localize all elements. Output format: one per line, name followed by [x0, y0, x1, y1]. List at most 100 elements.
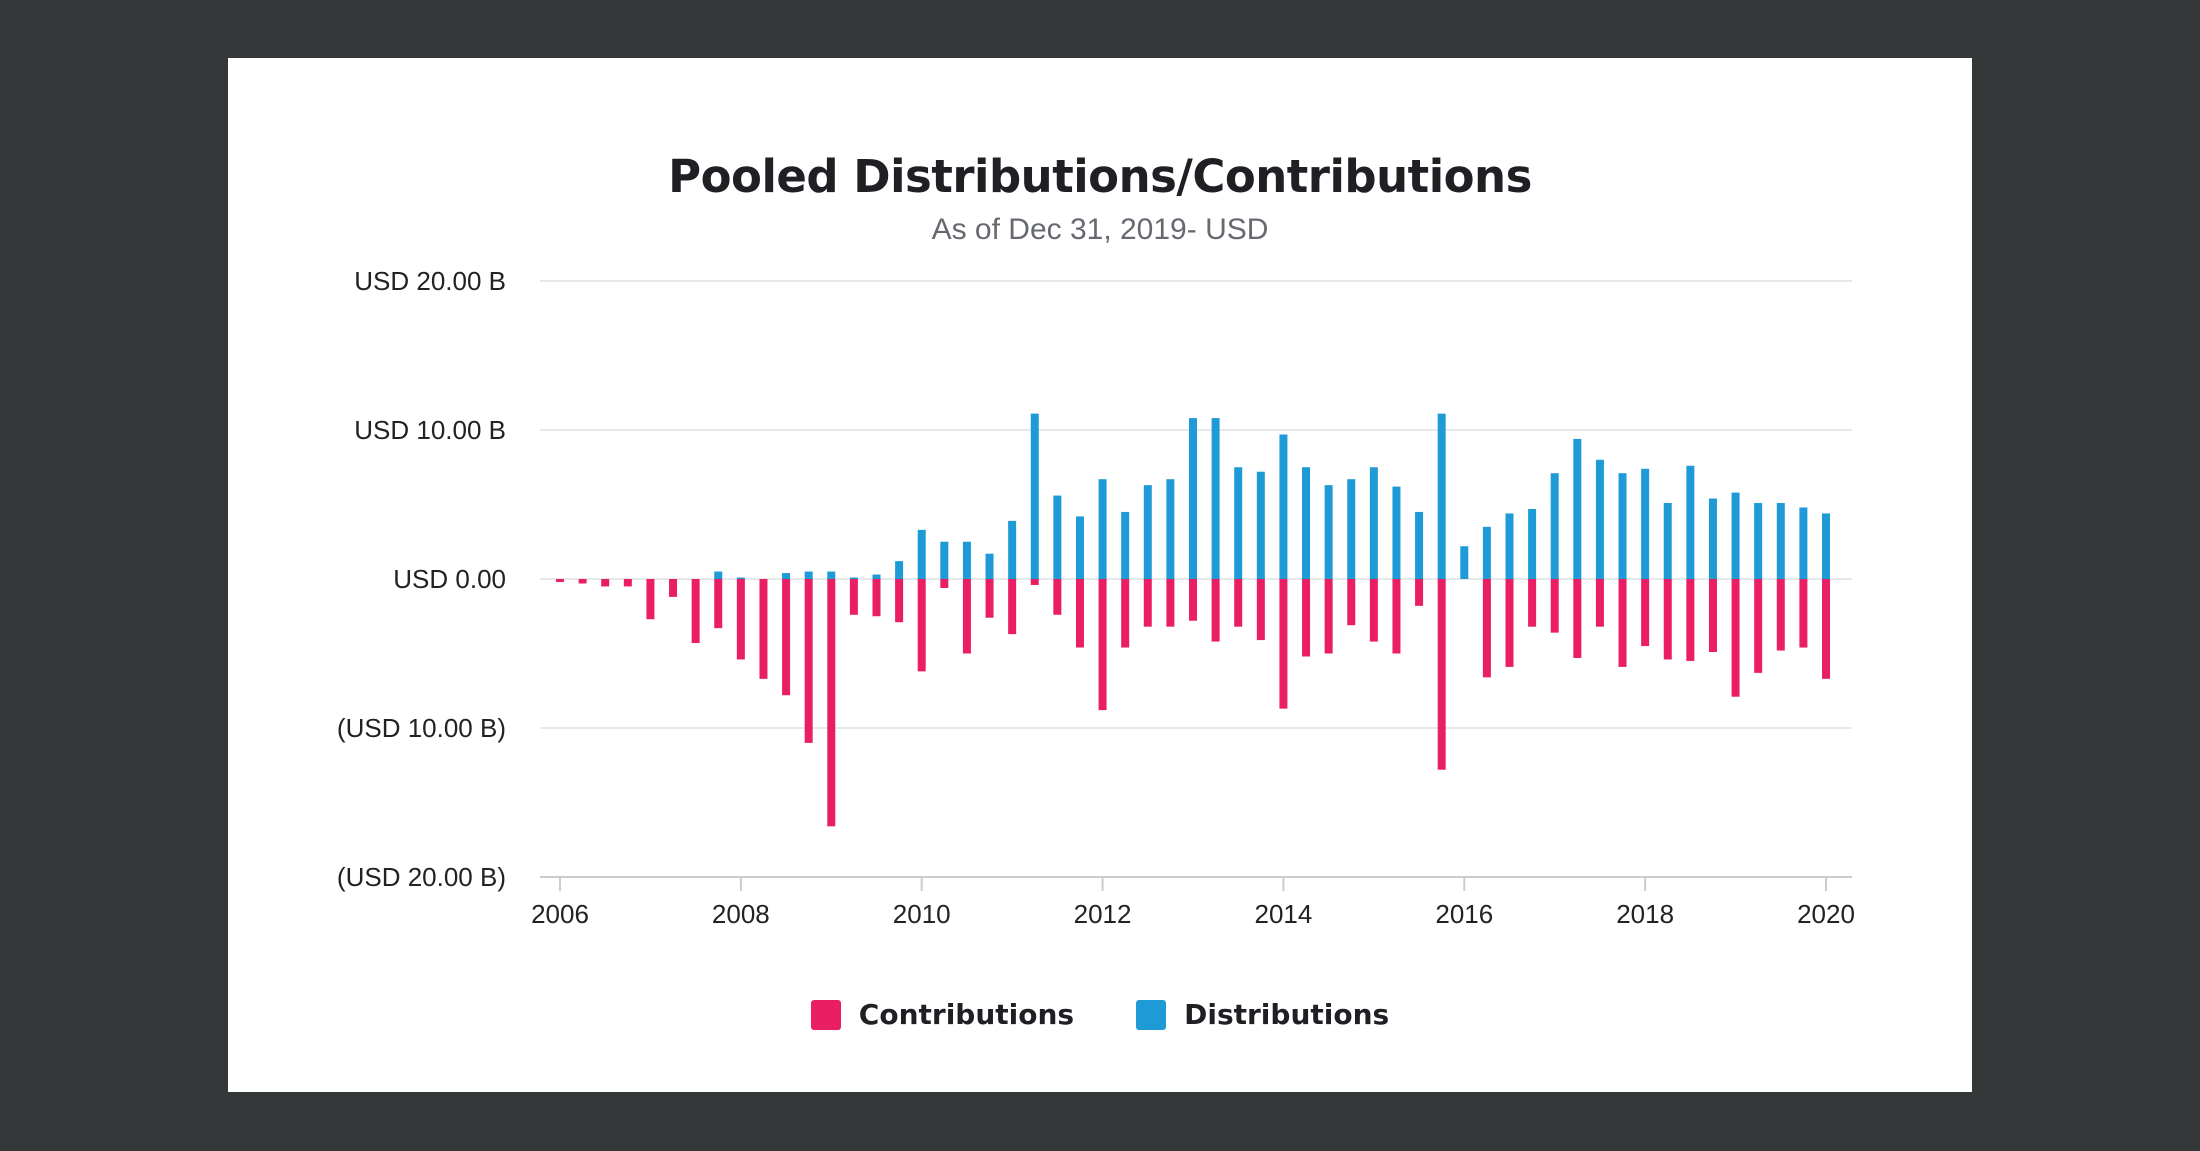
distributions-bar — [1415, 511, 1424, 579]
distributions-bar — [714, 571, 723, 579]
contributions-bar — [556, 579, 564, 582]
distributions-bar — [1618, 473, 1627, 579]
distributions-bar — [1550, 473, 1559, 579]
distributions-bar — [1098, 479, 1107, 579]
distributions-bar — [1573, 438, 1582, 579]
contributions-bar — [1573, 579, 1582, 658]
x-tick-label: 2012 — [1074, 899, 1132, 929]
distributions-bar — [1324, 485, 1333, 579]
contributions-bar — [578, 579, 587, 584]
contributions-bar — [782, 579, 791, 696]
y-tick-label: USD 10.00 B — [354, 415, 506, 445]
distributions-bar — [1121, 511, 1130, 579]
chart-plot-area: USD 20.00 B USD 10.00 B USD 0.00 (USD 10.00… — [337, 266, 1855, 929]
contributions-bar — [1505, 579, 1514, 667]
distributions-bar — [1731, 492, 1740, 579]
contributions-bar — [623, 579, 632, 587]
contributions-bar — [691, 579, 700, 644]
legend-item-contributions[interactable]: Contributions — [810, 998, 1075, 1031]
y-axis-labels: USD 20.00 B USD 10.00 B USD 0.00 (USD 10.00… — [337, 266, 506, 892]
distributions-bar — [985, 553, 994, 579]
distributions-bar — [1822, 513, 1830, 579]
x-tick-label: 2018 — [1616, 899, 1674, 929]
distributions-bar — [962, 541, 971, 579]
distributions-bar — [1595, 459, 1604, 579]
distributions-bar — [782, 573, 791, 579]
contributions-bar — [1686, 579, 1695, 661]
x-tick-label: 2008 — [712, 899, 770, 929]
bars — [556, 413, 1830, 827]
contributions-bar — [1121, 579, 1130, 648]
contributions-bar — [872, 579, 881, 617]
distributions-bar — [872, 574, 881, 579]
distributions-bar — [1030, 413, 1039, 579]
contributions-bar — [1098, 579, 1107, 711]
distributions-bar — [940, 541, 949, 579]
contributions-bar — [1143, 579, 1152, 627]
distributions-bar — [1234, 467, 1243, 579]
distributions-bar — [1799, 507, 1808, 579]
legend-item-distributions[interactable]: Distributions — [1136, 998, 1389, 1031]
contributions-bar — [1256, 579, 1265, 641]
contributions-bar — [1075, 579, 1084, 648]
distributions-bar — [736, 577, 745, 580]
contributions-bar — [736, 579, 745, 660]
contributions-bar — [669, 579, 678, 597]
x-tick-label: 2006 — [531, 899, 589, 929]
contributions-bar — [714, 579, 723, 629]
contributions-bar — [1302, 579, 1311, 657]
distributions-bar — [917, 529, 926, 579]
distributions-bar — [1754, 503, 1763, 579]
distributions-bar — [1776, 503, 1785, 579]
x-tick-label: 2020 — [1797, 899, 1855, 929]
contributions-bar — [827, 579, 836, 827]
contributions-bar — [1166, 579, 1175, 627]
contributions-bar — [1482, 579, 1491, 678]
distributions-bar — [1369, 467, 1378, 579]
contributions-bar — [1528, 579, 1537, 627]
contributions-bar — [1030, 579, 1039, 585]
distributions-bar — [895, 561, 904, 579]
legend-swatch-distributions — [1136, 999, 1167, 1030]
distributions-bar — [1166, 479, 1175, 579]
chart-title: Pooled Distributions/Contributions — [668, 150, 1532, 203]
distributions-bar — [1347, 479, 1356, 579]
contributions-bar — [1347, 579, 1356, 626]
contributions-bar — [1415, 579, 1424, 606]
contributions-bar — [985, 579, 994, 618]
distributions-bar — [1053, 495, 1062, 579]
x-axis — [559, 877, 1827, 891]
y-tick-label: USD 0.00 — [393, 564, 506, 594]
x-tick-label: 2014 — [1255, 899, 1313, 929]
contributions-bar — [1641, 579, 1650, 647]
legend-swatch-contributions — [810, 999, 841, 1030]
distributions-bar — [1302, 467, 1311, 579]
legend-label-contributions: Contributions — [858, 998, 1075, 1031]
contributions-bar — [1392, 579, 1401, 654]
distributions-bar — [1505, 513, 1514, 579]
contributions-bar — [646, 579, 655, 620]
distributions-bar — [1211, 418, 1220, 579]
contributions-bar — [1799, 579, 1808, 648]
legend: Contributions Distributions — [228, 998, 1972, 1031]
distributions-bar — [1641, 468, 1650, 579]
distributions-bar — [1686, 465, 1695, 579]
distributions-bar — [1075, 516, 1084, 579]
x-tick-label: 2010 — [893, 899, 951, 929]
contributions-bar — [601, 579, 610, 587]
contributions-bar — [1008, 579, 1017, 635]
contributions-bar — [1189, 579, 1197, 621]
contributions-bar — [1822, 579, 1830, 679]
contributions-bar — [1053, 579, 1062, 615]
distributions-bar — [1482, 526, 1491, 579]
y-tick-label: (USD 20.00 B) — [337, 862, 506, 892]
distributions-bar — [1143, 485, 1152, 579]
contributions-bar — [1279, 579, 1288, 709]
chart-card: Pooled Distributions/Contributions As of… — [228, 58, 1972, 1092]
contributions-bar — [849, 579, 858, 615]
distributions-bar — [804, 571, 813, 579]
distributions-bar — [1392, 486, 1401, 579]
distributions-bar — [1663, 503, 1672, 579]
contributions-bar — [1437, 579, 1446, 770]
contributions-bar — [1618, 579, 1627, 667]
